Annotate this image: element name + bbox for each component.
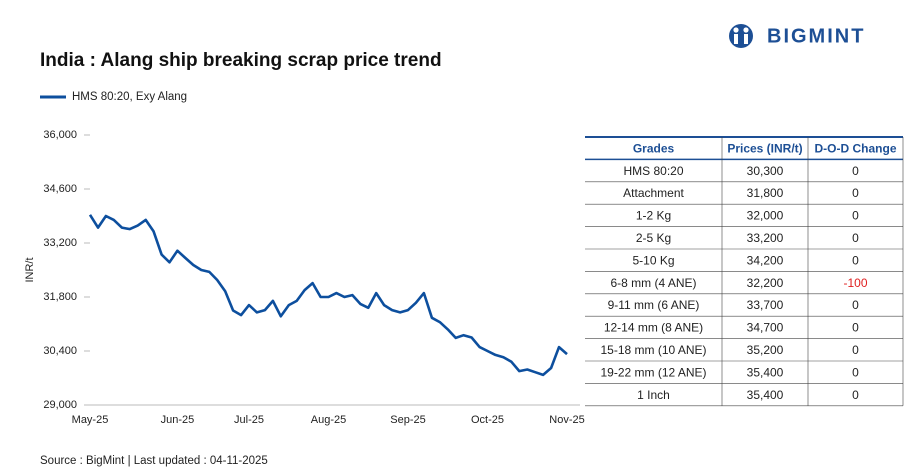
table-cell: 0 bbox=[852, 365, 859, 379]
x-tick-label: Oct-25 bbox=[471, 414, 504, 426]
table-cell: Attachment bbox=[623, 186, 684, 200]
brand: BIGMINT bbox=[767, 25, 865, 47]
x-tick-label: Sep-25 bbox=[390, 414, 425, 426]
y-axis-label: INR/t bbox=[24, 257, 36, 282]
source: Source : BigMint | Last updated : 04-11-… bbox=[40, 455, 268, 467]
table-cell: 1 Inch bbox=[637, 388, 670, 402]
table-cell: 0 bbox=[852, 343, 859, 357]
table-cell: 9-11 mm (6 ANE) bbox=[608, 298, 700, 312]
table-cell: 35,200 bbox=[747, 343, 784, 357]
table-cell: 0 bbox=[852, 321, 859, 335]
table-cell: 33,200 bbox=[747, 231, 784, 245]
table-cell: 15-18 mm (10 ANE) bbox=[600, 343, 706, 357]
table-cell: 33,700 bbox=[747, 298, 784, 312]
table-cell: 32,200 bbox=[747, 276, 784, 290]
price-line bbox=[88, 214, 568, 377]
table-cell: 34,200 bbox=[747, 253, 784, 267]
table-cell: 2-5 Kg bbox=[636, 231, 671, 245]
table-cell: 35,400 bbox=[747, 365, 784, 379]
legend-label: HMS 80:20, Exy Alang bbox=[72, 91, 187, 103]
table-cell: 35,400 bbox=[747, 388, 784, 402]
table-cell: -100 bbox=[843, 276, 867, 290]
x-tick-label: Jun-25 bbox=[161, 414, 195, 426]
x-tick-label: Nov-25 bbox=[549, 414, 584, 426]
table-header: D-O-D Change bbox=[815, 141, 897, 155]
table-cell: 0 bbox=[852, 209, 859, 223]
table-cell: 1-2 Kg bbox=[636, 209, 671, 223]
table-cell: 12-14 mm (8 ANE) bbox=[604, 321, 703, 335]
table-cell: 0 bbox=[852, 388, 859, 402]
table-cell: 0 bbox=[852, 231, 859, 245]
y-tick-label: 31,800 bbox=[43, 291, 77, 303]
table-cell: 31,800 bbox=[747, 186, 784, 200]
y-tick-label: 34,600 bbox=[43, 183, 77, 195]
x-tick-label: May-25 bbox=[72, 414, 109, 426]
table-cell: HMS 80:20 bbox=[623, 164, 683, 178]
y-tick-label: 33,200 bbox=[43, 237, 77, 249]
table-cell: 30,300 bbox=[747, 164, 784, 178]
table-cell: 34,700 bbox=[747, 321, 784, 335]
table-cell: 5-10 Kg bbox=[632, 253, 674, 267]
y-tick-label: 36,000 bbox=[43, 129, 77, 141]
x-tick-label: Aug-25 bbox=[311, 414, 346, 426]
logo bbox=[729, 24, 753, 48]
table-cell: 0 bbox=[852, 186, 859, 200]
y-tick-label: 29,000 bbox=[43, 399, 77, 411]
chart-title: India : Alang ship breaking scrap price … bbox=[40, 50, 442, 71]
y-tick-label: 30,400 bbox=[43, 345, 77, 357]
table-cell: 0 bbox=[852, 164, 859, 178]
table-cell: 0 bbox=[852, 253, 859, 267]
table-cell: 19-22 mm (12 ANE) bbox=[600, 365, 706, 379]
table-header: Grades bbox=[633, 141, 675, 155]
table-cell: 0 bbox=[852, 298, 859, 312]
table-cell: 32,000 bbox=[747, 209, 784, 223]
table-cell: 6-8 mm (4 ANE) bbox=[610, 276, 696, 290]
table-header: Prices (INR/t) bbox=[727, 141, 802, 155]
x-tick-label: Jul-25 bbox=[234, 414, 264, 426]
